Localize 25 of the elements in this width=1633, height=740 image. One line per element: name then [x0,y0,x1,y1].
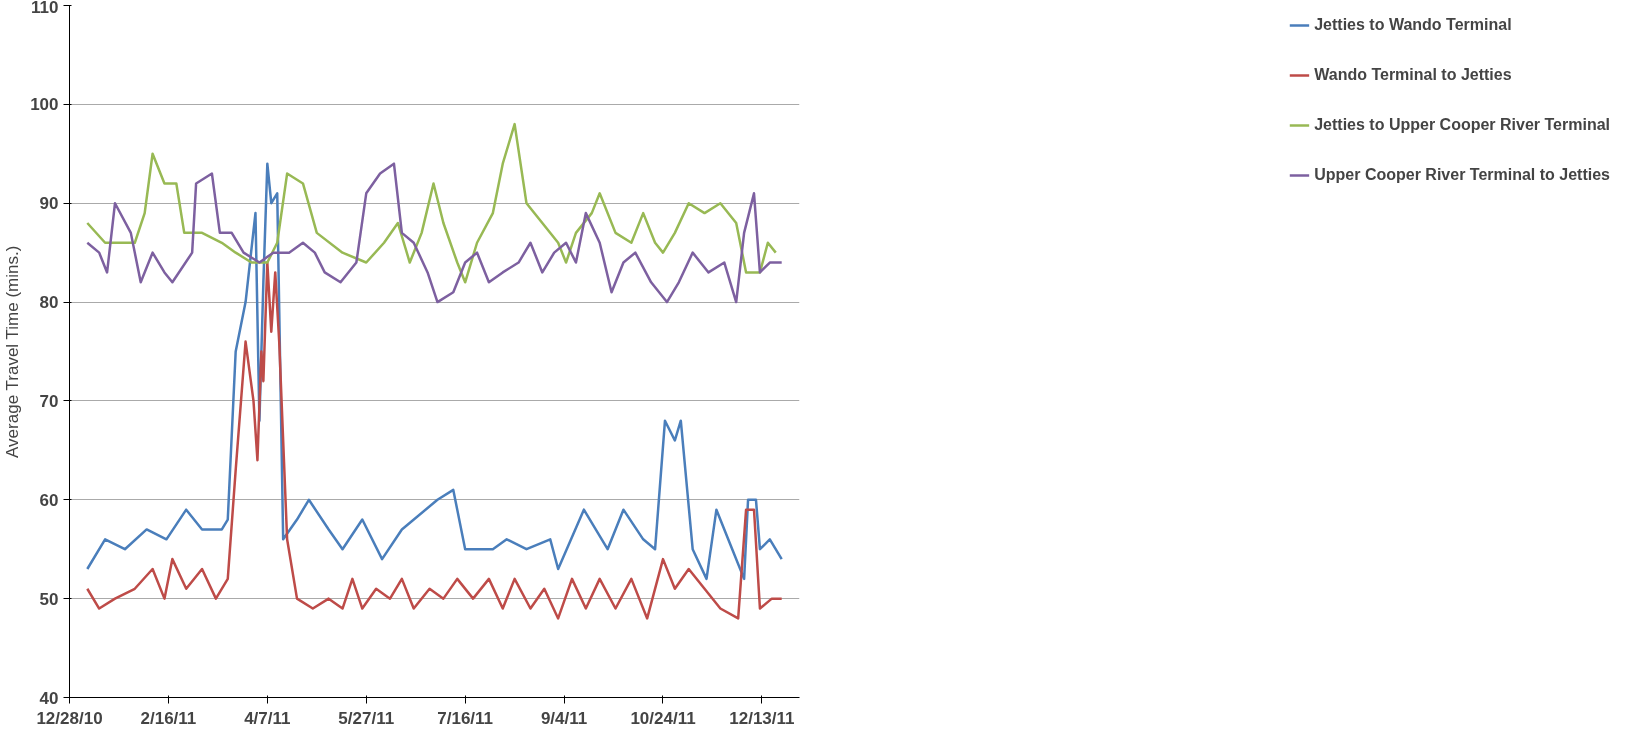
legend-label: Jetties to Upper Cooper River Terminal [1314,116,1610,134]
y-tick-label: 40 [39,688,59,708]
x-tick-label: 4/7/11 [244,708,291,728]
x-tick-label: 7/16/11 [437,708,494,728]
x-tick-label: 12/28/10 [36,708,103,728]
y-tick-label: 50 [39,589,59,609]
legend-label: Jetties to Wando Terminal [1314,16,1512,34]
y-tick-label: 70 [39,391,59,411]
line-series [86,261,783,620]
x-tick-label: 5/27/11 [338,708,395,728]
line-series [86,122,778,284]
legend-label: Upper Cooper River Terminal to Jetties [1314,166,1610,184]
x-tick-label: 2/16/11 [140,708,197,728]
y-axis-title: Average Travel Time (mins.) [3,245,23,458]
x-tick-label: 9/4/11 [540,708,588,728]
y-tick-label: 80 [39,293,59,313]
x-tick-label: 12/13/11 [729,708,795,728]
y-tick-label: 60 [39,490,59,510]
y-tick-label: 100 [30,95,59,115]
line-series [86,162,783,304]
x-tick-label: 10/24/11 [630,708,696,728]
y-tick-label: 90 [39,194,59,214]
y-tick-label: 110 [31,0,59,17]
line-series [86,162,783,581]
legend-label: Wando Terminal to Jetties [1314,66,1512,84]
